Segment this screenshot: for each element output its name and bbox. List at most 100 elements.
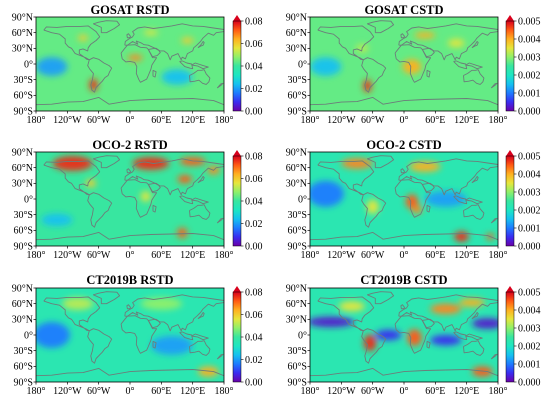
lon-tick-label: 60°E: [151, 250, 171, 261]
lat-tick-label: 30°S: [13, 210, 33, 221]
field-anomaly-2: [409, 161, 441, 172]
colorbar-gradient: [232, 20, 242, 112]
colorbar-tick-label: 0.004: [518, 170, 541, 181]
colorbar-tick-label: 0.000: [518, 378, 541, 389]
field-anomaly-7: [430, 303, 462, 315]
lat-tick-label: 30°N: [12, 44, 33, 55]
lat-tick-label: 60°S: [287, 91, 307, 102]
lon-tick-label: 180°: [27, 250, 46, 261]
field-anomaly-4: [411, 205, 423, 214]
colorbar-tick-label: 0.00: [245, 378, 263, 389]
colorbar-tick-label: 0.08: [245, 152, 263, 163]
map-panel-1: GOSAT RSTD90°N60°N30°N0°30°S60°S90°S180°…: [12, 3, 263, 126]
colorbar-tick-label: 0.04: [245, 197, 263, 208]
field-anomaly-8: [458, 298, 485, 307]
colorbar-gradient: [505, 20, 515, 112]
colorbar-max-arrow: [233, 150, 241, 156]
lon-tick-label: 0°: [126, 115, 135, 126]
field-anomaly-5: [143, 30, 159, 36]
lon-tick-label: 180°: [489, 115, 508, 126]
panel-title: CT2019B CSTD: [360, 273, 447, 287]
field-anomaly-1: [363, 79, 372, 93]
field-anomaly-2: [132, 157, 170, 170]
lat-tick-label: 90°N: [12, 283, 33, 294]
coastlines: [36, 155, 224, 241]
lat-tick-label: 0°: [24, 330, 33, 341]
lon-tick-label: 60°E: [425, 115, 445, 126]
lon-tick-label: 180°: [215, 386, 234, 397]
colorbar-tick-label: 0.002: [518, 342, 541, 353]
field-anomaly-9: [338, 301, 365, 312]
colorbar-tick-label: 0.06: [245, 310, 263, 321]
lat-tick-label: 30°N: [286, 179, 307, 190]
lat-tick-label: 0°: [298, 59, 307, 70]
field-anomaly-7: [161, 69, 193, 85]
lon-tick-label: 180°: [215, 115, 234, 126]
colorbar-gradient: [232, 291, 242, 383]
lat-tick-label: 0°: [298, 330, 307, 341]
lon-tick-label: 180°: [215, 250, 234, 261]
panel-title: GOSAT CSTD: [364, 3, 443, 17]
coastlines: [36, 291, 224, 377]
field-layer: [310, 288, 498, 382]
field-layer: [36, 288, 224, 382]
lat-tick-label: 30°S: [287, 210, 307, 221]
lat-tick-label: 60°N: [12, 163, 33, 174]
lon-tick-label: 0°: [126, 386, 135, 397]
colorbar-tick-label: 0.004: [518, 306, 541, 317]
colorbar: 0.08 0.06 0.04 0.02 0.00: [232, 286, 263, 389]
field-anomaly-3: [77, 34, 89, 42]
lat-tick-label: 60°S: [13, 226, 33, 237]
lon-tick-label: 0°: [400, 386, 409, 397]
lat-tick-label: 0°: [298, 194, 307, 205]
lat-tick-label: 0°: [24, 59, 33, 70]
lat-tick-label: 60°S: [287, 226, 307, 237]
lon-tick-label: 120°W: [327, 386, 356, 397]
field-anomaly-7: [140, 191, 151, 202]
colorbar-tick-label: 0.001: [518, 89, 541, 100]
colorbar: 0.005 0.004 0.003 0.002 0.001 0.000: [505, 15, 541, 118]
lon-tick-label: 120°W: [53, 386, 82, 397]
map-panel-4: OCO-2 CSTD90°N60°N30°N0°30°S60°S90°S180°…: [286, 138, 541, 261]
lat-tick-label: 30°S: [13, 346, 33, 357]
map-panel-5: CT2019B RSTD90°N60°N30°N0°30°S60°S90°S18…: [12, 273, 263, 397]
panel-title: GOSAT RSTD: [90, 3, 169, 17]
colorbar-gradient: [505, 291, 515, 383]
lat-tick-label: 60°N: [286, 299, 307, 310]
colorbar-tick-label: 0.001: [518, 360, 541, 371]
field-anomaly-5: [454, 231, 469, 242]
lat-tick-label: 60°S: [13, 362, 33, 373]
colorbar-gradient: [232, 155, 242, 247]
lon-tick-label: 60°W: [87, 250, 111, 261]
lat-tick-label: 60°N: [286, 163, 307, 174]
colorbar-tick-label: 0.00: [245, 242, 263, 253]
lat-tick-label: 90°N: [12, 12, 33, 23]
colorbar-tick-label: 0.02: [245, 219, 263, 230]
lon-tick-label: 180°: [489, 386, 508, 397]
lat-tick-label: 30°N: [12, 315, 33, 326]
lon-tick-label: 120°E: [180, 250, 205, 261]
colorbar-tick-label: 0.04: [245, 333, 263, 344]
field-anomaly-2: [127, 54, 143, 61]
lat-tick-label: 60°N: [12, 28, 33, 39]
lat-tick-label: 90°S: [13, 106, 33, 117]
field-anomaly-8: [177, 227, 188, 239]
coastlines: [310, 155, 498, 241]
lon-tick-label: 180°: [27, 115, 46, 126]
lat-tick-label: 60°S: [287, 362, 307, 373]
field-anomaly-4: [177, 174, 193, 184]
lat-tick-label: 60°N: [286, 28, 307, 39]
field-anomaly-7: [366, 199, 379, 215]
field-anomaly-9: [41, 213, 73, 227]
field-layer: [36, 152, 224, 246]
lon-tick-label: 180°: [27, 386, 46, 397]
colorbar-tick-label: 0.002: [518, 71, 541, 82]
colorbar-tick-label: 0.06: [245, 39, 263, 50]
lon-tick-label: 60°W: [361, 250, 385, 261]
lat-tick-label: 90°S: [287, 106, 307, 117]
lon-tick-label: 120°E: [454, 250, 479, 261]
field-anomaly-6: [36, 57, 68, 77]
lon-tick-label: 120°W: [53, 250, 82, 261]
field-anomaly-2: [471, 318, 498, 329]
colorbar-gradient: [505, 155, 515, 247]
